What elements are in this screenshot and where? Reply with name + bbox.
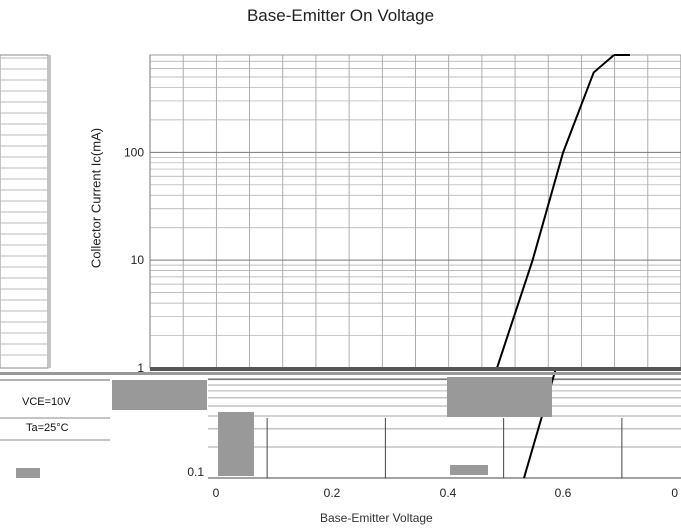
x-tick-label: 0.6 bbox=[555, 486, 572, 500]
glitch-block bbox=[447, 377, 552, 417]
glitch-block bbox=[16, 468, 40, 478]
x-tick-label: 0 bbox=[213, 486, 220, 500]
condition-vce: VCE=10V bbox=[22, 396, 71, 408]
y-tick-label: 100 bbox=[124, 145, 144, 159]
glitch-bar bbox=[150, 367, 681, 371]
y-tick-label: 10 bbox=[131, 253, 145, 267]
x-tick-label: 0 bbox=[671, 486, 678, 500]
x-tick-label: 0.4 bbox=[440, 486, 457, 500]
glitch-block bbox=[218, 412, 254, 476]
series-line bbox=[497, 55, 614, 368]
glitch-block bbox=[112, 380, 207, 410]
glitch-block bbox=[450, 465, 488, 475]
x-tick-label: 0.2 bbox=[324, 486, 341, 500]
x-axis-label: Base-Emitter Voltage bbox=[320, 511, 433, 525]
condition-ta: Ta=25°C bbox=[26, 422, 69, 434]
glitch-bar bbox=[0, 372, 681, 375]
y-tick-label: 0.1 bbox=[187, 465, 204, 479]
